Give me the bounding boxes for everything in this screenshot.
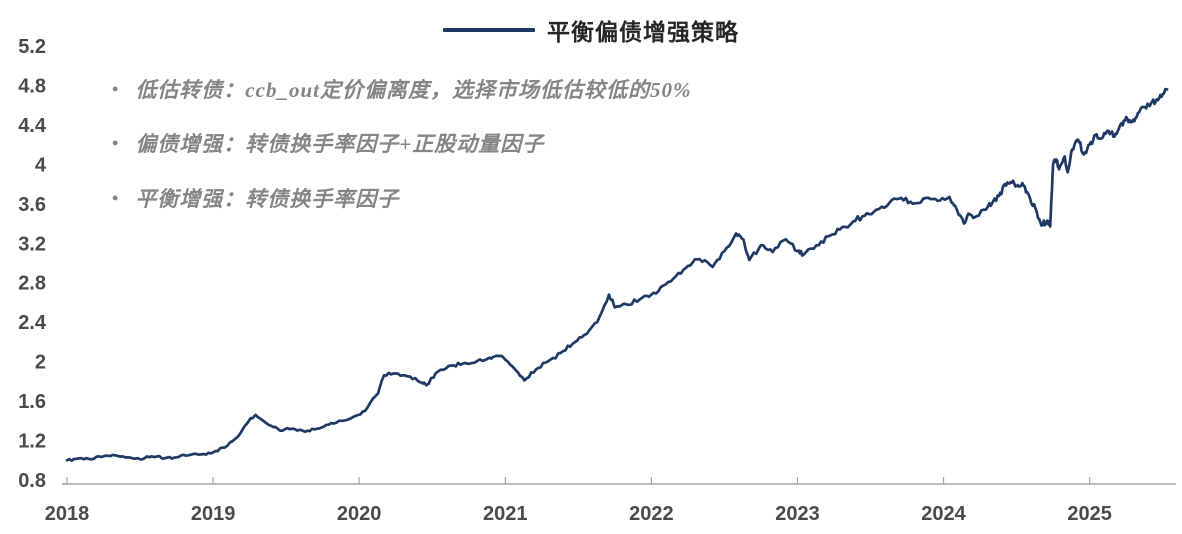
bullet-icon: • <box>112 78 120 99</box>
y-axis-tick-label: 2 <box>35 352 46 374</box>
annotation-line-2: • 偏债增强：转债换手率因子+正股动量因子 <box>112 128 544 158</box>
x-axis-tick-label: 2023 <box>775 503 820 525</box>
y-axis-tick-label: 2.4 <box>18 312 47 334</box>
x-axis-tick-label: 2025 <box>1067 503 1112 525</box>
strategy-line <box>65 87 1169 463</box>
x-axis-tick-label: 2024 <box>921 503 966 525</box>
y-axis-tick-label: 3.6 <box>18 194 46 216</box>
bullet-icon: • <box>112 187 120 208</box>
bullet-icon: • <box>112 132 120 153</box>
x-axis-tick-label: 2022 <box>629 503 674 525</box>
y-axis-tick-label: 4.8 <box>18 75 46 97</box>
y-axis-tick-label: 4 <box>35 154 47 176</box>
annotation-line-1: • 低估转债：ccb_out定价偏离度，选择市场低估较低的50% <box>112 74 691 104</box>
y-axis-tick-label: 4.4 <box>18 115 47 137</box>
annotation-text: 偏债增强：转债换手率因子+正股动量因子 <box>135 132 545 156</box>
y-axis-tick-label: 2.8 <box>18 273 46 295</box>
chart-legend: 平衡偏债增强策略 <box>443 13 739 47</box>
y-axis-tick-label: 1.6 <box>18 391 46 413</box>
y-axis-tick-label: 5.2 <box>18 36 46 58</box>
x-axis-tick-label: 2020 <box>337 503 382 525</box>
x-axis-tick-label: 2018 <box>45 503 90 525</box>
x-axis-tick-label: 2021 <box>483 503 528 525</box>
y-axis-tick-label: 0.8 <box>18 470 46 492</box>
y-axis-tick-label: 3.2 <box>18 233 46 255</box>
legend-label: 平衡偏债增强策略 <box>547 20 739 45</box>
x-axis-tick-label: 2019 <box>191 503 236 525</box>
annotation-text: 低估转债：ccb_out定价偏离度，选择市场低估较低的50% <box>135 78 692 102</box>
annotation-line-3: • 平衡增强：转债换手率因子 <box>112 183 399 213</box>
annotation-text: 平衡增强：转债换手率因子 <box>135 187 400 211</box>
legend-line-swatch <box>443 28 535 32</box>
y-axis-tick-label: 1.2 <box>18 431 46 453</box>
